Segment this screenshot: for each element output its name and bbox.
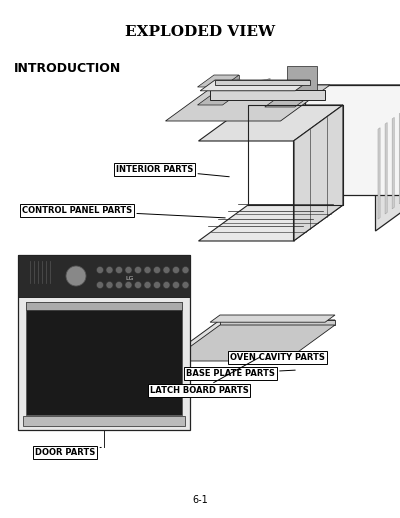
Bar [26, 302, 182, 310]
Circle shape [96, 266, 104, 274]
Polygon shape [250, 81, 257, 98]
Circle shape [172, 266, 180, 274]
Polygon shape [245, 81, 250, 98]
Circle shape [182, 281, 189, 289]
Polygon shape [294, 105, 343, 241]
Polygon shape [263, 79, 268, 97]
Bar [26, 302, 182, 415]
Bar [18, 255, 190, 430]
Polygon shape [265, 91, 317, 107]
Polygon shape [305, 85, 400, 195]
Polygon shape [210, 90, 325, 100]
Text: LATCH BOARD PARTS: LATCH BOARD PARTS [150, 357, 260, 395]
Text: INTRODUCTION: INTRODUCTION [14, 62, 121, 75]
Text: 6-1: 6-1 [192, 495, 208, 505]
Circle shape [144, 266, 151, 274]
Polygon shape [268, 78, 270, 96]
Circle shape [116, 266, 122, 274]
Text: LG: LG [126, 276, 134, 281]
Polygon shape [198, 205, 343, 241]
Polygon shape [256, 85, 400, 121]
Text: DOOR PARTS: DOOR PARTS [35, 448, 101, 457]
Circle shape [172, 281, 180, 289]
Circle shape [125, 266, 132, 274]
Polygon shape [385, 123, 387, 214]
Circle shape [96, 281, 104, 289]
Bar [23, 416, 185, 426]
Polygon shape [170, 320, 335, 356]
Polygon shape [215, 80, 310, 85]
Circle shape [154, 281, 160, 289]
Circle shape [182, 266, 189, 274]
Circle shape [163, 266, 170, 274]
Circle shape [106, 266, 113, 274]
Polygon shape [220, 320, 335, 325]
Polygon shape [287, 66, 317, 91]
Polygon shape [392, 118, 394, 209]
Text: BASE PLATE PARTS: BASE PLATE PARTS [186, 369, 295, 378]
Polygon shape [257, 80, 263, 97]
Text: INTERIOR PARTS: INTERIOR PARTS [116, 165, 229, 177]
Polygon shape [166, 85, 330, 121]
Polygon shape [198, 75, 239, 87]
Text: CONTROL PANEL PARTS: CONTROL PANEL PARTS [22, 206, 225, 218]
Polygon shape [198, 105, 343, 141]
Circle shape [66, 266, 86, 286]
Circle shape [163, 281, 170, 289]
Circle shape [134, 266, 142, 274]
Circle shape [154, 266, 160, 274]
Polygon shape [170, 325, 335, 361]
Polygon shape [399, 112, 400, 204]
Circle shape [116, 281, 122, 289]
Bar [18, 255, 190, 297]
Polygon shape [198, 93, 239, 105]
Polygon shape [240, 80, 245, 97]
Text: OVEN CAVITY PARTS: OVEN CAVITY PARTS [230, 353, 325, 362]
Text: EXPLODED VIEW: EXPLODED VIEW [125, 25, 275, 39]
Polygon shape [200, 80, 310, 91]
Circle shape [106, 281, 113, 289]
Polygon shape [210, 315, 335, 322]
Polygon shape [214, 75, 239, 93]
Polygon shape [378, 127, 380, 219]
Circle shape [144, 281, 151, 289]
Circle shape [134, 281, 142, 289]
Polygon shape [238, 79, 240, 97]
Polygon shape [376, 85, 400, 231]
Circle shape [125, 281, 132, 289]
